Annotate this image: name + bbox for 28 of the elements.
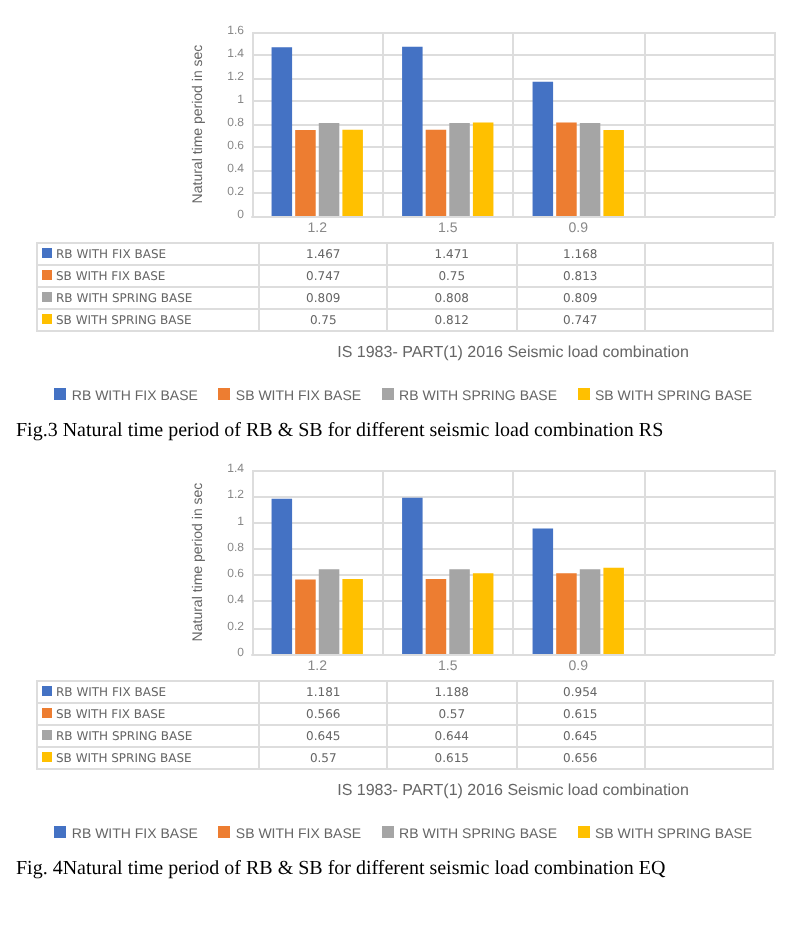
bar — [342, 129, 363, 216]
caption: Fig.3 Natural time period of RB & SB for different seismic load combination RS — [16, 420, 666, 442]
bar — [318, 122, 340, 216]
bar — [532, 528, 554, 654]
bar — [603, 130, 624, 216]
bar — [556, 573, 577, 654]
bar — [579, 122, 601, 216]
bar — [532, 81, 554, 216]
bar — [449, 123, 470, 216]
bar — [342, 579, 363, 654]
bar — [472, 573, 494, 654]
bar — [271, 498, 293, 654]
bar — [402, 497, 423, 654]
bar — [318, 569, 340, 654]
bar — [556, 122, 577, 216]
bar — [271, 47, 293, 216]
bar — [603, 567, 624, 654]
x-axis-title: IS 1983- PART(1) 2016 Seismic load combination — [337, 781, 689, 799]
x-axis-title: IS 1983- PART(1) 2016 Seismic load combination — [337, 343, 689, 361]
bar — [425, 129, 447, 216]
bar — [472, 122, 494, 216]
bar — [425, 579, 447, 654]
caption: Fig. 4Natural time period of RB & SB for different seismic load combination EQ — [16, 858, 668, 880]
bar — [449, 569, 470, 654]
bar — [295, 579, 316, 654]
bar — [402, 46, 423, 216]
bar — [579, 569, 601, 654]
bar — [295, 130, 316, 216]
